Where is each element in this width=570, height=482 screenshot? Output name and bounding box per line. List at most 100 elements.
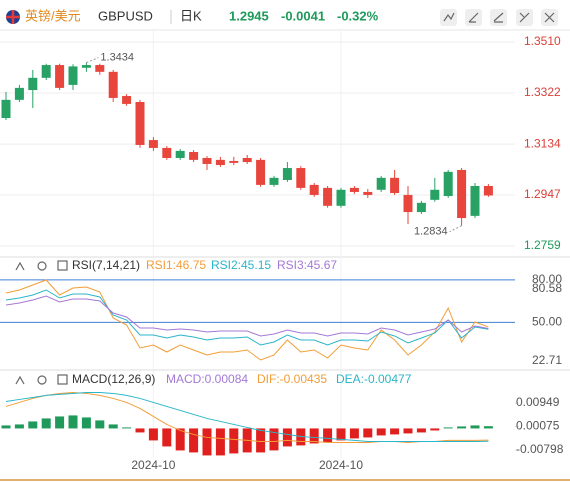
macd-bar <box>189 428 199 453</box>
candle-body <box>443 171 453 197</box>
candle-body <box>1 99 11 119</box>
candle-body <box>242 157 252 163</box>
candle-body <box>390 177 400 194</box>
candle-body <box>95 65 105 72</box>
indicator-title: MACD(12,26,9) <box>72 372 155 386</box>
macd-bar <box>376 428 386 436</box>
macd-bar <box>122 427 132 429</box>
macd-bar <box>162 428 172 447</box>
legend-entry: RSI2:45.15 <box>211 258 271 272</box>
candle-body <box>336 189 346 206</box>
price: 1.2945 <box>229 8 269 23</box>
macd-bar <box>1 425 11 429</box>
tool-icon <box>493 12 504 23</box>
macd-bar <box>363 428 373 438</box>
macd-bar <box>41 418 51 429</box>
rsi-line <box>5 289 489 346</box>
symbol: GBPUSD <box>98 8 153 23</box>
y-tick-label: -0.00798 <box>516 442 564 456</box>
change: -0.0041 <box>281 8 325 23</box>
macd-bar <box>470 425 480 429</box>
candle-body <box>122 96 132 104</box>
macd-icons <box>15 374 68 385</box>
add-icon[interactable] <box>57 374 68 385</box>
macd-bar <box>81 417 91 429</box>
macd-bar <box>443 427 453 429</box>
y-tick-label: 1.3322 <box>524 85 561 99</box>
candle-body <box>269 177 279 185</box>
candle-body <box>14 87 24 100</box>
candle-body <box>28 77 38 91</box>
candle-body <box>296 168 306 188</box>
candle-body <box>175 150 185 158</box>
candle-body <box>41 65 51 78</box>
candle-body <box>215 159 225 166</box>
y-tick-label: 50.00 <box>532 315 562 329</box>
y-min-label: 22.71 <box>532 353 562 367</box>
period[interactable]: 日K <box>180 8 202 23</box>
y-tick-label: 1.2759 <box>524 238 561 252</box>
candle-body <box>430 189 440 200</box>
macd-bar <box>148 428 158 441</box>
candle-body <box>189 152 199 160</box>
top-bar: 英镑/美元 GBPUSD 日K 1.2945 -0.0041 -0.32% <box>6 8 558 26</box>
symbol-cn[interactable]: 英镑/美元 <box>25 8 81 23</box>
min-leader <box>449 225 462 233</box>
candle-body <box>108 71 118 98</box>
macd-bar <box>309 428 319 444</box>
candle-body <box>323 187 333 206</box>
y-tick-label: 0.00075 <box>516 419 560 433</box>
macd-bar <box>430 428 440 431</box>
y-tick-label: 1.2947 <box>524 187 561 201</box>
candle-body <box>363 191 373 195</box>
y-tick-label: 0.00949 <box>516 395 560 409</box>
max-leader <box>86 57 99 64</box>
macd-bar <box>483 426 493 429</box>
macd-bar <box>349 428 359 439</box>
collapse-icon[interactable] <box>15 375 25 385</box>
x-tick-label: 2024-10 <box>131 458 175 472</box>
candle-body <box>457 169 467 219</box>
legend-entry: DIF:-0.00435 <box>257 372 327 386</box>
candle-body <box>376 177 386 190</box>
settings-icon[interactable] <box>37 261 47 271</box>
macd-bar <box>135 428 145 433</box>
candle-body <box>148 140 158 148</box>
candle-body <box>55 65 65 88</box>
y-max-label: 80.58 <box>532 281 562 295</box>
candle-body <box>135 102 145 145</box>
macd-line <box>5 391 489 443</box>
candle-body <box>81 65 91 68</box>
tool-icon <box>544 12 555 23</box>
macd-bar <box>457 426 467 429</box>
candle-body <box>202 157 212 164</box>
legend-entry: DEA:-0.00477 <box>336 372 412 386</box>
macd-bar <box>336 428 346 441</box>
candle-body <box>229 160 239 163</box>
candle-body <box>483 185 493 196</box>
legend-entry: RSI1:46.75 <box>146 258 206 272</box>
macd-bar <box>215 428 225 456</box>
macd-bar <box>175 428 185 451</box>
min-label: 1.2834 <box>414 226 448 238</box>
settings-icon[interactable] <box>37 375 47 385</box>
macd-bar <box>202 428 212 456</box>
macd-bar <box>269 428 279 451</box>
y-tick-label: 1.3510 <box>524 34 561 48</box>
collapse-icon[interactable] <box>15 261 25 271</box>
candle-body <box>162 147 172 158</box>
tool-button[interactable] <box>440 9 457 26</box>
rsi-icons <box>15 260 68 271</box>
candle-body <box>68 66 78 85</box>
flag-cross <box>6 10 20 24</box>
y-tick-label: 1.3134 <box>524 136 561 150</box>
macd-bar <box>55 416 65 429</box>
tool-icon <box>443 12 455 22</box>
candle-body <box>403 194 413 213</box>
candle-body <box>470 185 480 216</box>
change-pct: -0.32% <box>337 8 379 23</box>
candle-body <box>256 159 266 185</box>
tool-icon <box>519 12 530 23</box>
add-icon[interactable] <box>57 260 68 271</box>
